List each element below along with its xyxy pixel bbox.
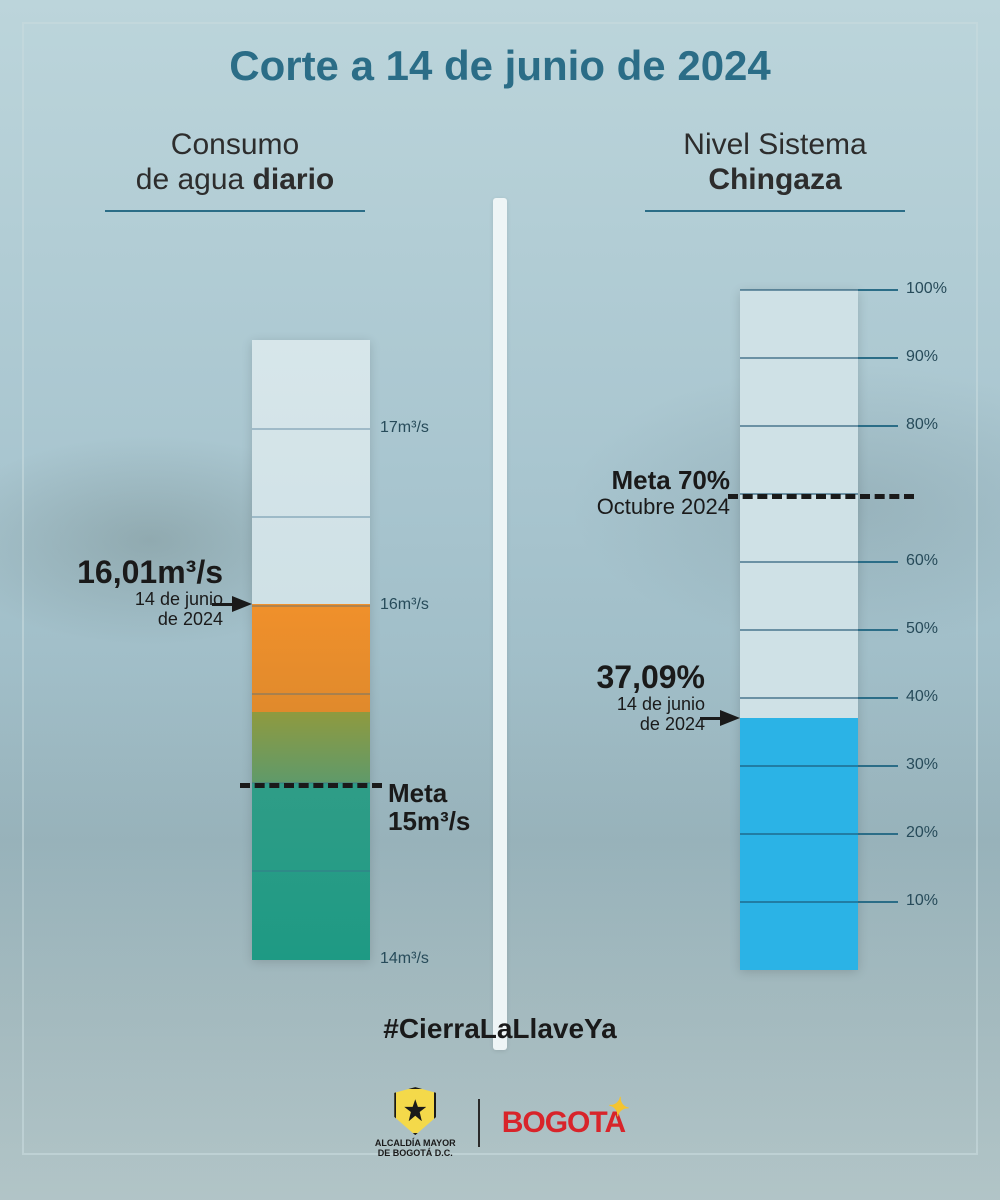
left-heading: Consumo de agua diario [70,128,400,197]
axis-label: 17m³/s [380,419,429,437]
bar-gridline [740,833,858,835]
bar-gridline [252,428,370,430]
level-target-line [728,494,914,499]
bar-gridline [740,629,858,631]
level-current-callout: 37,09% 14 de junio de 2024 [540,660,705,735]
bar-gridline [740,697,858,699]
bar-gridline [252,516,370,518]
axis-label: 90% [906,348,938,366]
bar-segment-empty [740,290,858,718]
axis-label: 50% [906,620,938,638]
bar-gridline [740,561,858,563]
alcaldia-logo: ALCALDÍA MAYOR DE BOGOTÁ D.C. [375,1087,456,1158]
tick-leader [858,561,898,563]
infographic-canvas: Corte a 14 de junio de 2024 Consumo de a… [0,0,1000,1200]
consumption-arrow [212,603,234,606]
bar-gridline [740,901,858,903]
bar-segment-fill [740,718,858,970]
bar-gridline [252,605,370,607]
left-heading-underline [105,210,365,212]
level-arrow [700,717,722,720]
tick-leader [858,833,898,835]
shield-icon [394,1087,436,1135]
axis-label: 40% [906,688,938,706]
level-bar [740,290,858,970]
axis-label: 30% [906,756,938,774]
bar-segment [252,712,370,783]
bar-gridline [740,425,858,427]
tick-leader [858,765,898,767]
bar-gridline [252,693,370,695]
bar-gridline [740,765,858,767]
consumption-target-label: Meta 15m³/s [388,779,470,836]
logo-separator [478,1099,480,1147]
center-divider [493,198,507,1050]
bar-gridline [740,357,858,359]
consumption-bar [252,340,370,960]
axis-label: 20% [906,824,938,842]
tick-leader [858,901,898,903]
bar-gridline [252,870,370,872]
right-heading-underline [645,210,905,212]
axis-label: 16m³/s [380,596,429,614]
axis-label: 100% [906,280,947,298]
level-target-label: Meta 70% Octubre 2024 [540,466,730,519]
axis-label: 60% [906,552,938,570]
bogota-logo: BOGOTA✦ [502,1106,625,1140]
right-heading: Nivel Sistema Chingaza [610,128,940,197]
consumption-arrow-head [232,596,252,612]
tick-leader [858,357,898,359]
bar-segment [252,604,370,712]
axis-label: 14m³/s [380,950,429,968]
axis-label: 80% [906,416,938,434]
star-icon: ✦ [606,1090,631,1124]
axis-label: 10% [906,892,938,910]
tick-leader [858,425,898,427]
footer-logos: ALCALDÍA MAYOR DE BOGOTÁ D.C. BOGOTA✦ [0,1087,1000,1158]
page-title: Corte a 14 de junio de 2024 [0,42,1000,90]
bar-gridline [740,289,858,291]
bar-segment [252,340,370,604]
consumption-target-line [240,783,382,788]
level-arrow-head [720,710,740,726]
tick-leader [858,289,898,291]
tick-leader [858,629,898,631]
hashtag: #CierraLaLlaveYa [0,1013,1000,1045]
tick-leader [858,697,898,699]
consumption-current-callout: 16,01m³/s 14 de junio de 2024 [38,555,223,630]
